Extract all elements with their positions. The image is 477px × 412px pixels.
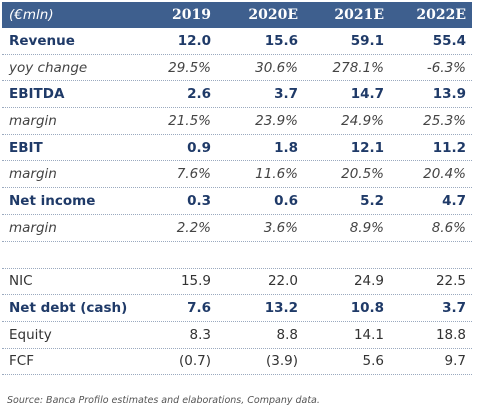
row-ebit-margin: margin 7.6% 11.6% 20.5% 20.4% bbox=[2, 161, 472, 189]
row-spacer bbox=[2, 242, 472, 269]
cell-value: 5.6 bbox=[362, 353, 384, 370]
cell-value: 14.7 bbox=[350, 86, 384, 103]
row-label: Equity bbox=[9, 326, 52, 343]
row-net-margin: margin 2.2% 3.6% 8.9% 8.6% bbox=[2, 215, 472, 242]
cell-value: 3.7 bbox=[274, 86, 298, 103]
source-note: Source: Banca Profilo estimates and elab… bbox=[7, 395, 320, 406]
cell-value: 8.8 bbox=[276, 326, 298, 343]
cell-value: 8.6% bbox=[431, 219, 466, 236]
cell-value: 20.5% bbox=[341, 166, 384, 183]
col-header-2020e: 2020E bbox=[248, 7, 298, 23]
row-label: Revenue bbox=[9, 32, 75, 49]
cell-value: 22.5 bbox=[435, 273, 466, 290]
row-label: EBITDA bbox=[9, 86, 65, 103]
cell-value: 0.3 bbox=[187, 192, 211, 209]
cell-value: 14.1 bbox=[353, 326, 384, 343]
row-label: Net income bbox=[9, 192, 96, 209]
row-ebit: EBIT 0.9 1.8 12.1 11.2 bbox=[2, 135, 472, 162]
cell-value: 3.7 bbox=[442, 300, 466, 317]
cell-value: 30.6% bbox=[255, 59, 298, 76]
row-revenue: Revenue 12.0 15.6 59.1 55.4 bbox=[2, 28, 472, 55]
row-label: Net debt (cash) bbox=[9, 300, 128, 317]
cell-value: 24.9 bbox=[353, 273, 384, 290]
cell-value: 18.8 bbox=[435, 326, 466, 343]
cell-value: 3.6% bbox=[263, 219, 298, 236]
row-label: FCF bbox=[9, 353, 34, 370]
row-ebitda-margin: margin 21.5% 23.9% 24.9% 25.3% bbox=[2, 108, 472, 135]
financial-table: (€mln) 2019 2020E 2021E 2022E Revenue 12… bbox=[2, 2, 472, 376]
row-label: margin bbox=[9, 219, 57, 236]
cell-value: 2.2% bbox=[176, 219, 211, 236]
row-label: yoy change bbox=[9, 59, 88, 76]
row-equity: Equity 8.3 8.8 14.1 18.8 bbox=[2, 322, 472, 349]
cell-value: 2.6 bbox=[187, 86, 211, 103]
row-label: margin bbox=[9, 112, 57, 129]
row-ebitda: EBITDA 2.6 3.7 14.7 13.9 bbox=[2, 81, 472, 109]
cell-value: 29.5% bbox=[168, 59, 211, 76]
row-net-income: Net income 0.3 0.6 5.2 4.7 bbox=[2, 188, 472, 215]
cell-value: 24.9% bbox=[341, 112, 384, 129]
row-label: margin bbox=[9, 166, 57, 183]
cell-value: 278.1% bbox=[332, 59, 384, 76]
cell-value: -6.3% bbox=[426, 59, 466, 76]
cell-value: 11.6% bbox=[255, 166, 298, 183]
cell-value: 7.6% bbox=[176, 166, 211, 183]
cell-value: 8.3 bbox=[189, 326, 211, 343]
col-header-2022e: 2022E bbox=[416, 7, 466, 23]
cell-value: 5.2 bbox=[360, 192, 384, 209]
cell-value: 22.0 bbox=[267, 273, 298, 290]
cell-value: 59.1 bbox=[350, 32, 384, 49]
cell-value: 0.6 bbox=[274, 192, 298, 209]
unit-label: (€mln) bbox=[9, 7, 54, 23]
cell-value: 15.9 bbox=[180, 273, 211, 290]
cell-value: 7.6 bbox=[187, 300, 211, 317]
cell-value: 4.7 bbox=[442, 192, 466, 209]
cell-value: 11.2 bbox=[432, 139, 466, 156]
cell-value: 13.9 bbox=[432, 86, 466, 103]
cell-value: (3.9) bbox=[265, 353, 298, 370]
cell-value: 0.9 bbox=[187, 139, 211, 156]
row-yoy-change: yoy change 29.5% 30.6% 278.1% -6.3% bbox=[2, 55, 472, 82]
cell-value: 12.0 bbox=[177, 32, 211, 49]
col-header-2021e: 2021E bbox=[334, 7, 384, 23]
cell-value: 1.8 bbox=[274, 139, 298, 156]
cell-value: 12.1 bbox=[350, 139, 384, 156]
cell-value: 8.9% bbox=[349, 219, 384, 236]
cell-value: (0.7) bbox=[178, 353, 211, 370]
cell-value: 13.2 bbox=[264, 300, 298, 317]
row-nic: NIC 15.9 22.0 24.9 22.5 bbox=[2, 269, 472, 296]
cell-value: 10.8 bbox=[350, 300, 384, 317]
cell-value: 23.9% bbox=[255, 112, 298, 129]
cell-value: 25.3% bbox=[423, 112, 466, 129]
row-label: EBIT bbox=[9, 139, 43, 156]
table-header: (€mln) 2019 2020E 2021E 2022E bbox=[2, 2, 472, 28]
row-label: NIC bbox=[9, 273, 33, 290]
col-header-2019: 2019 bbox=[172, 7, 211, 23]
row-fcf: FCF (0.7) (3.9) 5.6 9.7 bbox=[2, 349, 472, 376]
cell-value: 15.6 bbox=[264, 32, 298, 49]
cell-value: 21.5% bbox=[168, 112, 211, 129]
cell-value: 55.4 bbox=[432, 32, 466, 49]
cell-value: 9.7 bbox=[444, 353, 466, 370]
cell-value: 20.4% bbox=[423, 166, 466, 183]
row-net-debt: Net debt (cash) 7.6 13.2 10.8 3.7 bbox=[2, 295, 472, 322]
